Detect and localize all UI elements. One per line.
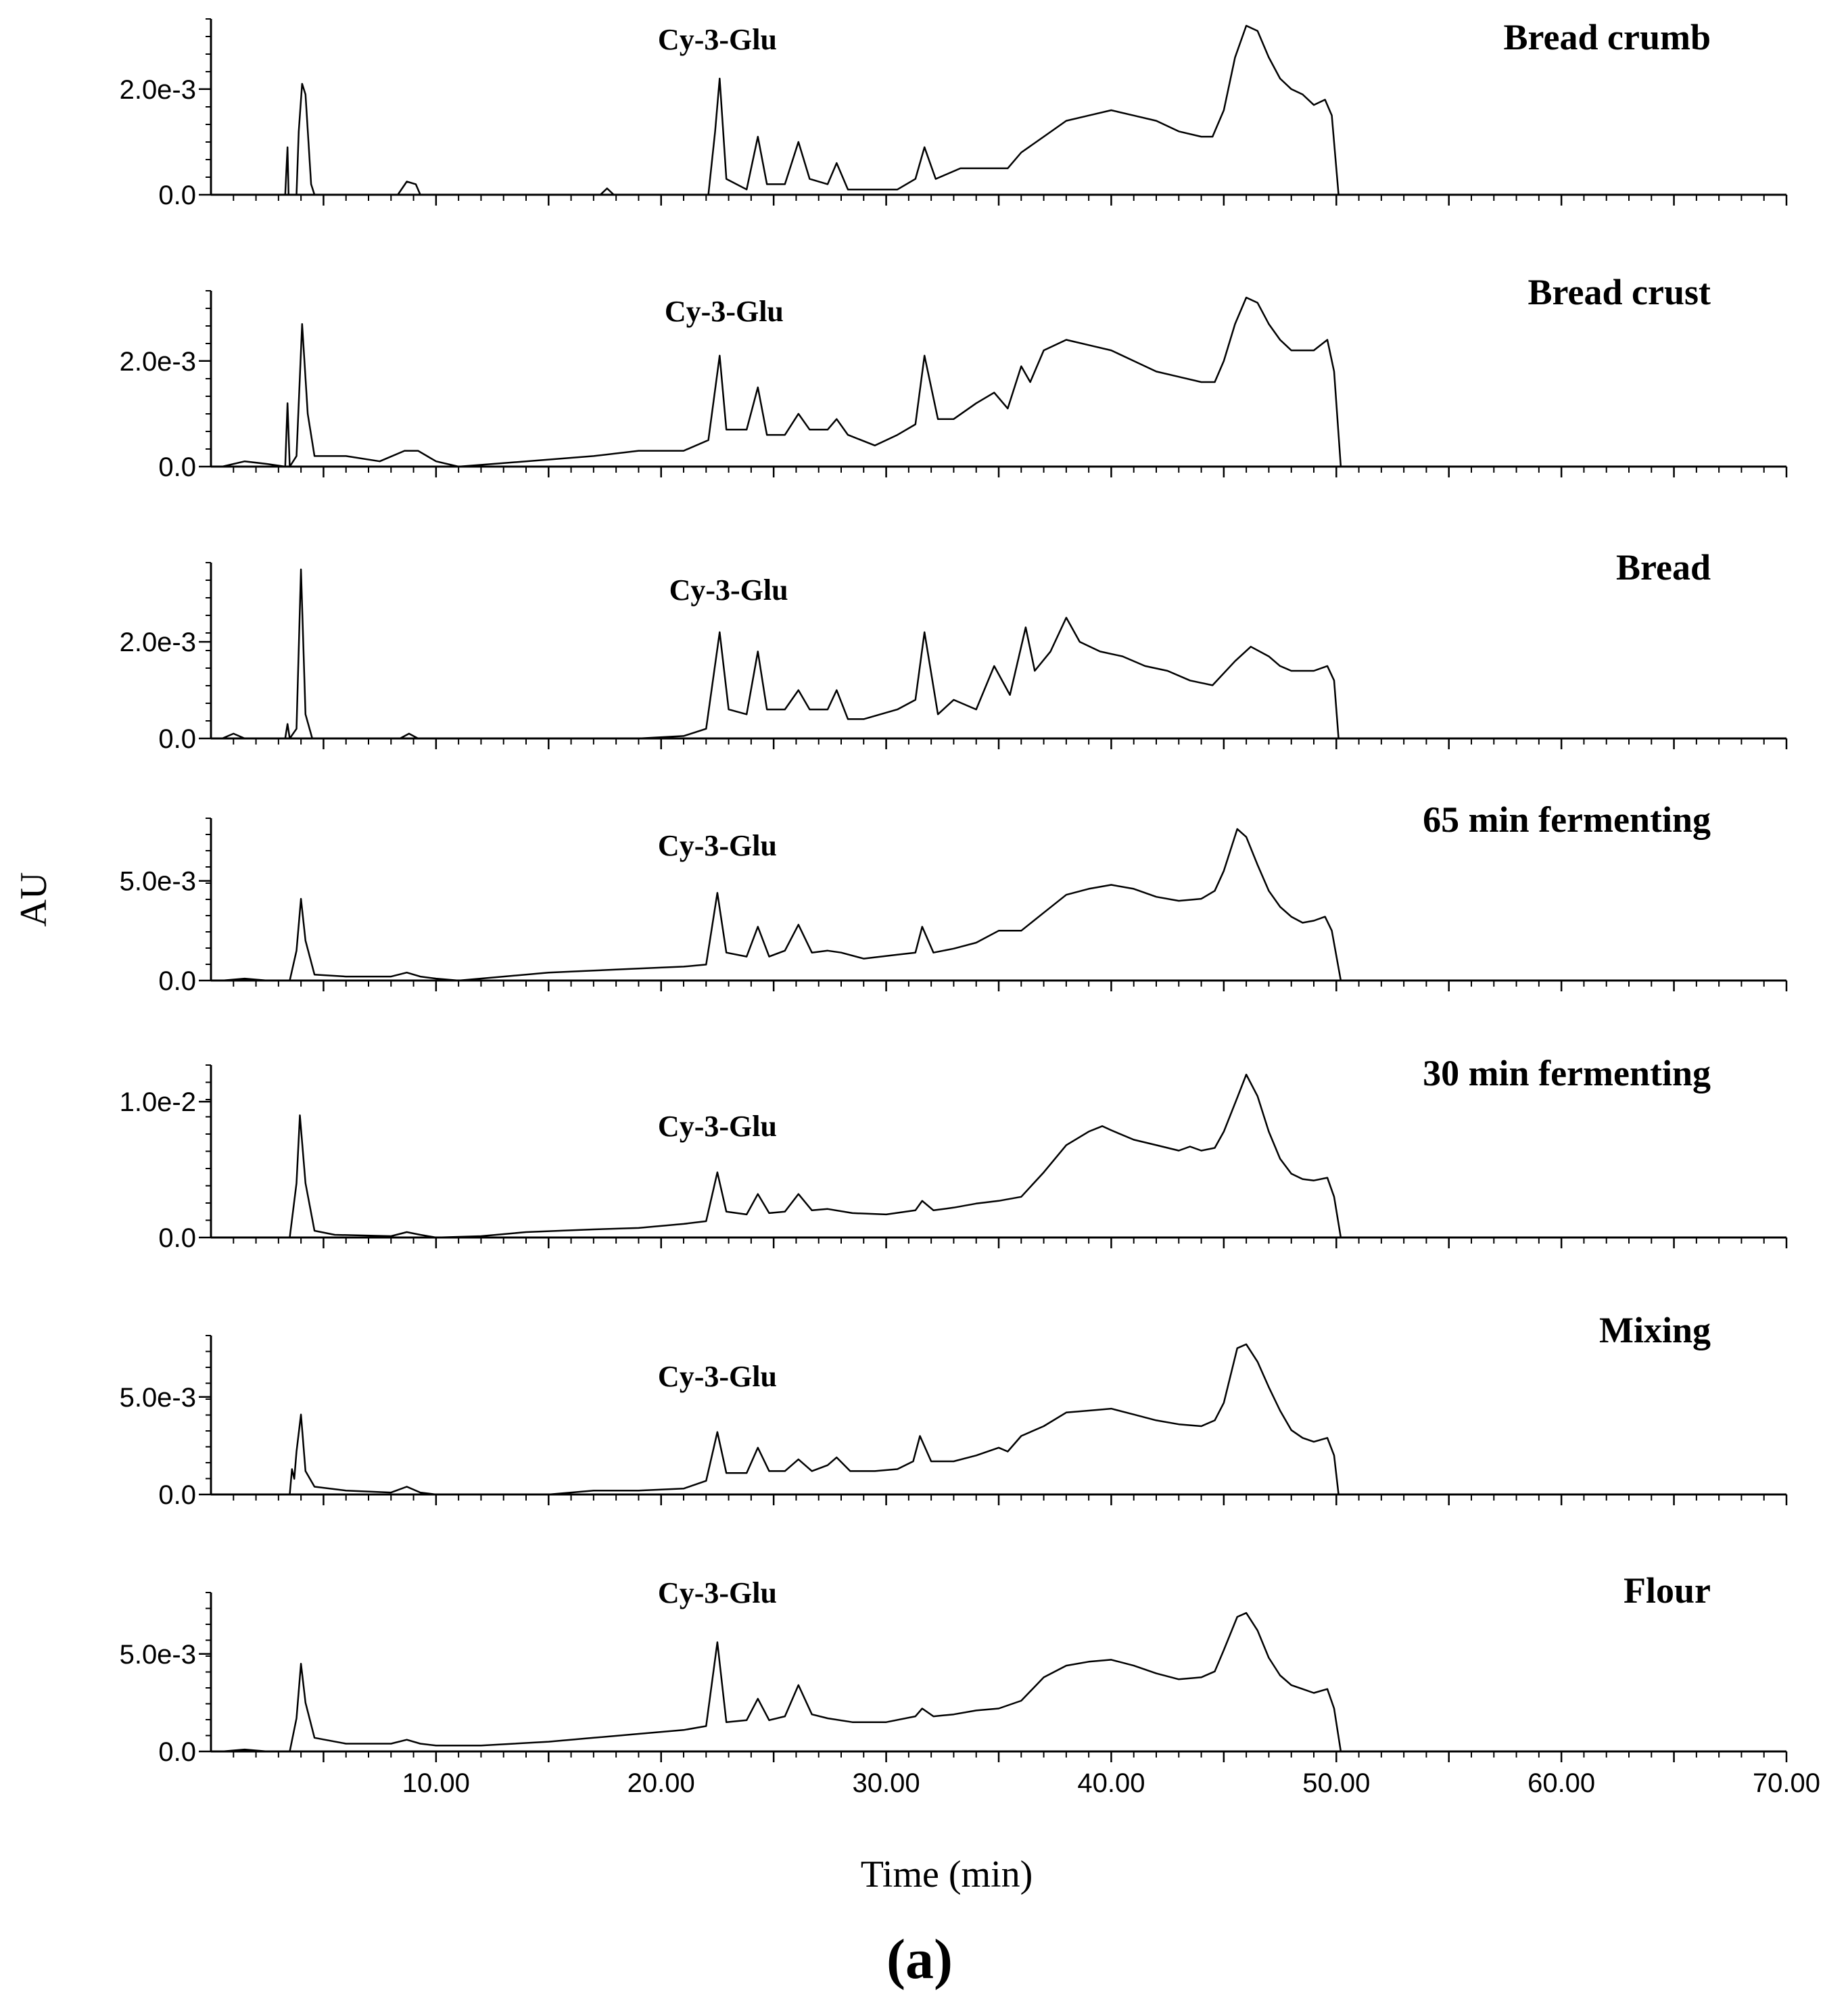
chromatogram-trace — [222, 296, 1342, 468]
panel-6: 0.0 5.0e-3 Mixing Cy-3-Glu — [120, 1310, 1788, 1510]
y-tick-label: 0.0 — [158, 452, 196, 482]
panel-7: 0.0 5.0e-3 Flour Cy-3-Glu 10.00 20.00 30.00 40.… — [120, 1570, 1820, 1798]
y-tick-label: 0.0 — [158, 1223, 196, 1253]
chromatogram-trace — [289, 1073, 1342, 1239]
x-tick-label: 20.00 — [627, 1768, 695, 1798]
y-tick-label: 5.0e-3 — [120, 867, 196, 897]
peak-label-cy-3-glu: Cy-3-Glu — [658, 1576, 777, 1609]
x-axis-title: Time (min) — [861, 1854, 1033, 1895]
y-tick-label: 0.0 — [158, 724, 196, 754]
y-tick-label: 0.0 — [158, 1480, 196, 1510]
chromatogram-trace — [222, 828, 1342, 982]
panel-title: Bread crumb — [1504, 17, 1711, 57]
y-tick-label: 0.0 — [158, 1737, 196, 1767]
x-tick-label: 40.00 — [1077, 1768, 1145, 1798]
chromatogram-trace — [222, 24, 1340, 196]
panel-title: 65 min fermenting — [1423, 799, 1711, 840]
figure-caption: (a) — [886, 1928, 953, 1991]
x-tick-label: 70.00 — [1753, 1768, 1820, 1798]
peak-label-cy-3-glu: Cy-3-Glu — [665, 295, 784, 328]
y-tick-label: 2.0e-3 — [120, 347, 196, 377]
x-tick-label: 10.00 — [402, 1768, 470, 1798]
panel-title: Flour — [1624, 1570, 1711, 1611]
panel-3: 0.0 2.0e-3 Bread Cy-3-Glu — [120, 547, 1788, 754]
chromatogram-trace — [222, 1611, 1342, 1753]
y-tick-label: 0.0 — [158, 181, 196, 210]
y-tick-label: 5.0e-3 — [120, 1383, 196, 1413]
peak-label-cy-3-glu: Cy-3-Glu — [658, 1110, 777, 1143]
y-tick-label: 5.0e-3 — [120, 1640, 196, 1670]
panel-4: 0.0 5.0e-3 65 min fermenting Cy-3-Glu — [120, 799, 1788, 996]
panel-2: 0.0 2.0e-3 Bread crust Cy-3-Glu — [120, 272, 1788, 482]
peak-label-cy-3-glu: Cy-3-Glu — [669, 573, 788, 607]
peak-label-cy-3-glu: Cy-3-Glu — [658, 1360, 777, 1393]
chromatogram-trace — [289, 1343, 1340, 1496]
y-tick-label: 0.0 — [158, 966, 196, 996]
panel-5: 0.0 1.0e-2 30 min fermenting Cy-3-Glu — [120, 1053, 1788, 1253]
panel-title: 30 min fermenting — [1423, 1053, 1711, 1093]
y-tick-label: 2.0e-3 — [120, 628, 196, 657]
y-tick-label: 1.0e-2 — [120, 1087, 196, 1117]
x-tick-label: 60.00 — [1527, 1768, 1595, 1798]
y-axis-title: AU — [13, 872, 55, 927]
panel-title: Mixing — [1599, 1310, 1711, 1350]
x-tick-label: 50.00 — [1302, 1768, 1370, 1798]
y-tick-label: 2.0e-3 — [120, 75, 196, 105]
peak-label-cy-3-glu: Cy-3-Glu — [658, 829, 777, 862]
peak-label-cy-3-glu: Cy-3-Glu — [658, 23, 777, 56]
chart-panels: 0.0 2.0e-3 Bread crumb Cy-3-Glu 0.0 2.0e-3 Bre… — [120, 17, 1820, 1798]
panel-title: Bread crust — [1528, 272, 1711, 312]
panel-1: 0.0 2.0e-3 Bread crumb Cy-3-Glu — [120, 17, 1788, 210]
x-tick-label: 30.00 — [853, 1768, 920, 1798]
panel-title: Bread — [1616, 547, 1711, 588]
chromatogram-trace — [222, 568, 1340, 740]
